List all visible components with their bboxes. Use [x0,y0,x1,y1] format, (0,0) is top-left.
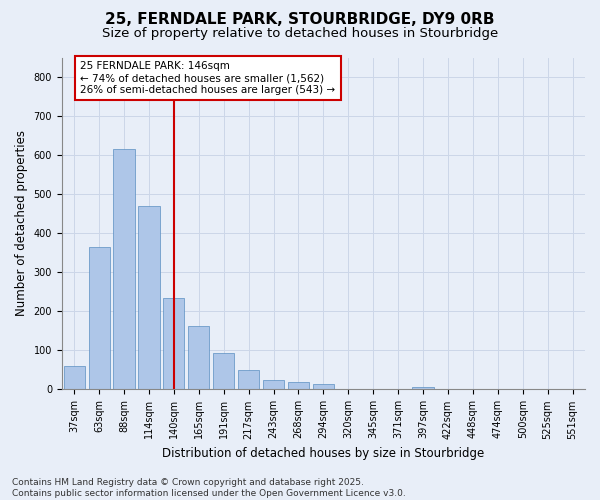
Text: Contains HM Land Registry data © Crown copyright and database right 2025.
Contai: Contains HM Land Registry data © Crown c… [12,478,406,498]
Bar [188,326,209,390]
X-axis label: Distribution of detached houses by size in Stourbridge: Distribution of detached houses by size … [162,447,485,460]
Bar [238,370,259,390]
Bar [163,298,184,390]
Bar [213,353,235,390]
Bar [139,206,160,390]
Y-axis label: Number of detached properties: Number of detached properties [15,130,28,316]
Bar [263,380,284,390]
Bar [64,366,85,390]
Bar [313,384,334,390]
Bar [412,388,434,390]
Bar [89,247,110,390]
Bar [288,382,309,390]
Text: 25 FERNDALE PARK: 146sqm
← 74% of detached houses are smaller (1,562)
26% of sem: 25 FERNDALE PARK: 146sqm ← 74% of detach… [80,62,335,94]
Text: 25, FERNDALE PARK, STOURBRIDGE, DY9 0RB: 25, FERNDALE PARK, STOURBRIDGE, DY9 0RB [105,12,495,28]
Text: Size of property relative to detached houses in Stourbridge: Size of property relative to detached ho… [102,28,498,40]
Bar [113,150,134,390]
